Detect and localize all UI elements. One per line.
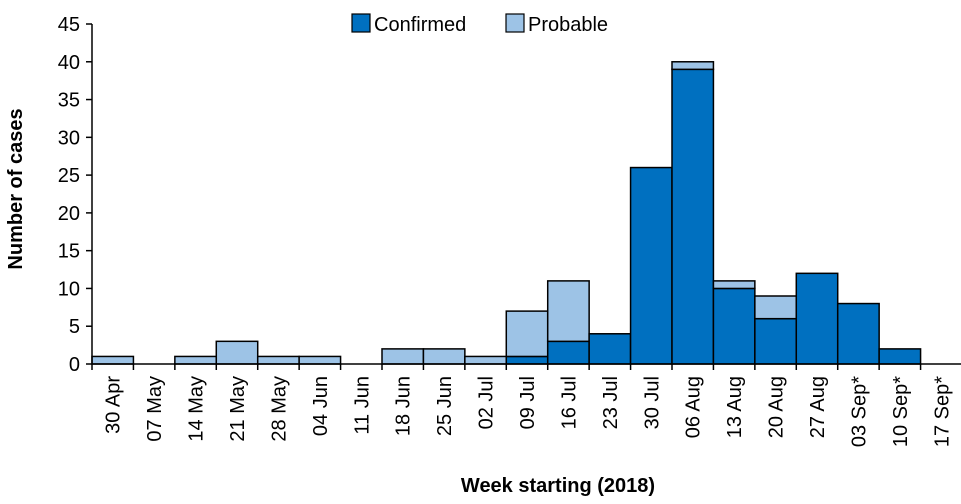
x-tick-label: 10 Sep* bbox=[890, 376, 912, 447]
bar-probable bbox=[712, 280, 756, 290]
y-tick-label: 35 bbox=[58, 90, 80, 112]
x-tick-label: 13 Aug bbox=[724, 376, 746, 438]
y-tick-label: 0 bbox=[69, 354, 80, 376]
bar-confirmed bbox=[505, 355, 549, 365]
bar-confirmed bbox=[546, 340, 590, 365]
x-axis-title: Week starting (2018) bbox=[461, 475, 655, 497]
x-tick-label: 06 Aug bbox=[683, 376, 705, 438]
x-tick-label: 07 May bbox=[144, 376, 166, 442]
bar-confirmed bbox=[629, 166, 673, 365]
y-tick-label: 10 bbox=[58, 278, 80, 300]
legend-label-confirmed: Confirmed bbox=[374, 14, 466, 36]
bar-probable bbox=[256, 355, 300, 365]
legend-label-probable: Probable bbox=[528, 14, 608, 36]
bar-probable bbox=[215, 340, 259, 365]
x-tick-label: 21 May bbox=[227, 376, 249, 442]
x-tick-label: 09 Jul bbox=[517, 376, 539, 429]
legend-swatch-confirmed bbox=[351, 13, 371, 33]
x-tick-label: 20 Aug bbox=[766, 376, 788, 438]
x-tick-label: 30 Apr bbox=[103, 376, 125, 434]
bar-probable bbox=[671, 61, 715, 71]
bar-probable bbox=[505, 310, 549, 358]
x-tick-label: 27 Aug bbox=[807, 376, 829, 438]
bar-confirmed bbox=[795, 272, 839, 365]
x-tick-label: 16 Jul bbox=[558, 376, 580, 429]
y-axis-title: Number of cases bbox=[5, 108, 27, 269]
bar-probable bbox=[91, 355, 135, 365]
x-tick-label: 17 Sep* bbox=[931, 376, 953, 447]
bar-probable bbox=[754, 295, 798, 320]
x-tick-label: 11 Jun bbox=[351, 376, 373, 435]
bar-probable bbox=[298, 355, 342, 365]
y-tick-label: 40 bbox=[58, 52, 80, 74]
bar-confirmed bbox=[671, 68, 715, 365]
y-tick-label: 15 bbox=[58, 241, 80, 263]
x-tick-label: 28 May bbox=[268, 376, 290, 442]
x-tick-label: 25 Jun bbox=[434, 376, 456, 436]
bar-probable bbox=[546, 280, 590, 343]
y-tick-label: 25 bbox=[58, 165, 80, 187]
y-tick-label: 45 bbox=[58, 14, 80, 36]
bar-probable bbox=[174, 355, 218, 365]
legend-swatch-probable bbox=[505, 13, 525, 33]
y-tick-label: 5 bbox=[69, 316, 80, 338]
y-axis-ticks: 0 5 10 15 20 25 30 35 40 45 bbox=[58, 14, 92, 376]
y-tick-label: 30 bbox=[58, 127, 80, 149]
x-tick-label: 14 May bbox=[186, 376, 208, 442]
x-tick-label: 03 Sep* bbox=[848, 376, 870, 447]
bar-probable bbox=[381, 348, 425, 365]
bar-confirmed bbox=[712, 287, 756, 365]
x-tick-label: 18 Jun bbox=[393, 376, 415, 436]
legend: Confirmed Probable bbox=[351, 13, 608, 36]
bar-confirmed bbox=[878, 348, 922, 365]
bar-probable bbox=[422, 348, 466, 365]
x-tick-label: 04 Jun bbox=[310, 376, 332, 436]
bar-confirmed bbox=[836, 302, 880, 365]
x-axis-ticks: 30 Apr 07 May 14 May 21 May 28 May 04 Jun 11 J… bbox=[91, 364, 953, 447]
bars-layer bbox=[91, 61, 922, 365]
x-tick-label: 30 Jul bbox=[641, 376, 663, 429]
x-tick-label: 23 Jul bbox=[600, 376, 622, 429]
bar-probable bbox=[464, 355, 508, 365]
y-tick-label: 20 bbox=[58, 203, 80, 225]
bar-confirmed bbox=[754, 317, 798, 365]
bar-confirmed bbox=[588, 333, 632, 365]
x-tick-label: 02 Jul bbox=[476, 376, 498, 429]
